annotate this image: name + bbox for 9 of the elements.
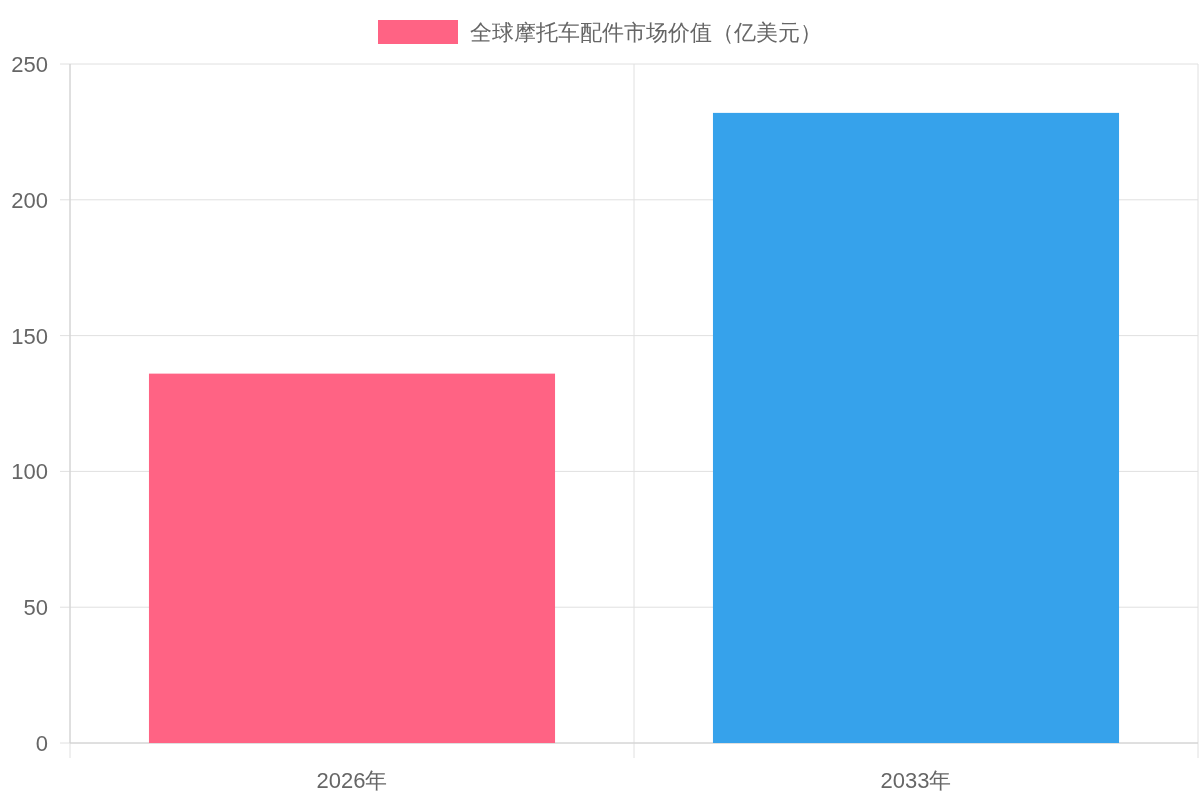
y-tick-label: 150 — [11, 323, 48, 349]
y-tick-label: 250 — [11, 52, 48, 77]
y-tick-label: 0 — [35, 731, 48, 756]
y-tick-label: 200 — [11, 187, 48, 213]
x-tick-label: 2026年 — [316, 768, 388, 793]
y-tick-label: 100 — [11, 459, 48, 485]
y-tick-label: 50 — [23, 595, 48, 621]
legend-label: 全球摩托车配件市场价值（亿美元） — [470, 20, 822, 45]
x-tick-label: 2033年 — [880, 768, 952, 793]
